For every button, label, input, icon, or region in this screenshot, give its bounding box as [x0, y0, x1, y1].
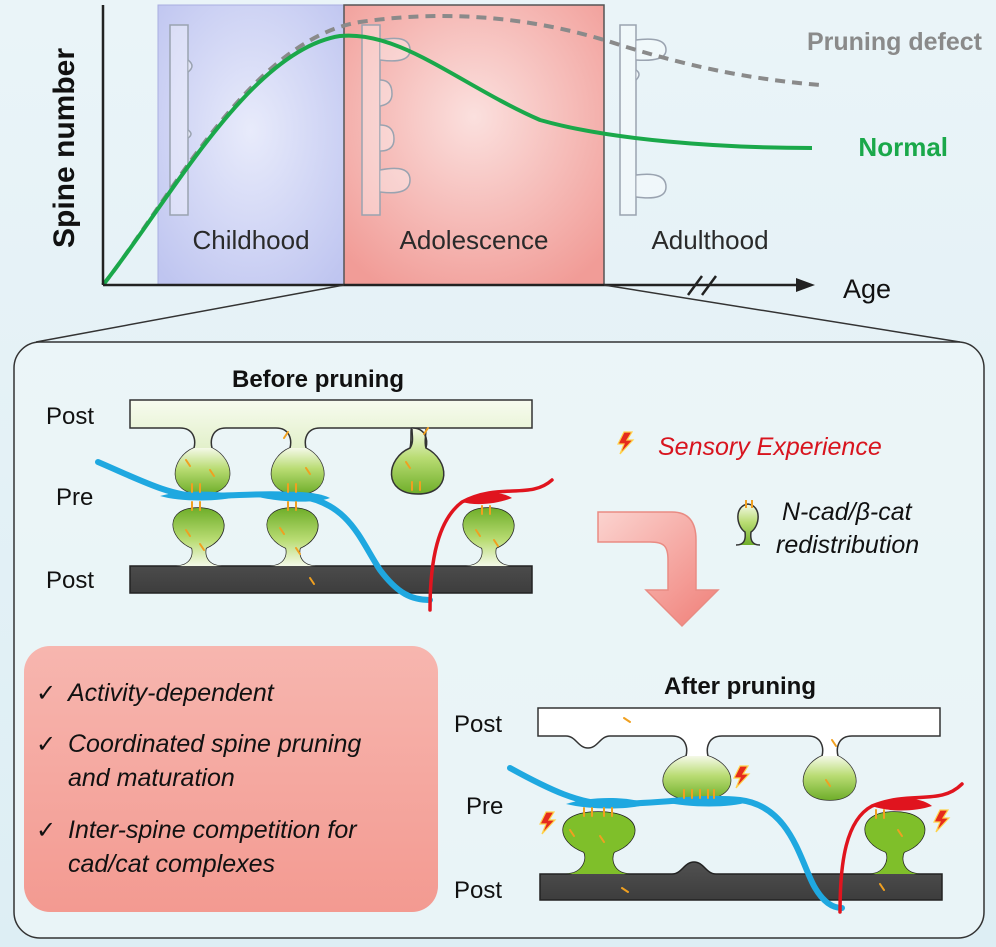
checklist-item-3-line-1: Inter-spine competition for: [68, 816, 358, 844]
y-axis-label: Spine number: [48, 48, 81, 248]
x-axis-label: Age: [843, 274, 891, 304]
normal-label: Normal: [858, 132, 948, 162]
stage-adulthood: Adulthood: [651, 225, 768, 255]
check-mark-icon: ✓: [36, 731, 56, 758]
spine-icon: [735, 503, 761, 546]
redistribution-legend: N-cad/β-cat redistribution: [735, 498, 919, 559]
before-top-spine-3: [390, 427, 445, 495]
pruning-defect-curve: [101, 14, 821, 287]
before-title: Before pruning: [232, 366, 404, 393]
checklist-item-2-line-2: and maturation: [68, 764, 235, 792]
checklist-item-2-line-1: Coordinated spine pruning: [68, 730, 361, 758]
after-cadherin-marks: [569, 717, 903, 893]
checklist-item-3-line-2: cad/cat complexes: [68, 850, 275, 878]
before-pre-label: Pre: [56, 484, 93, 511]
before-pruning: Before pruning Post Pre Post: [46, 366, 554, 612]
before-cadherin-marks: [185, 427, 499, 585]
check-mark-icon: ✓: [36, 817, 56, 844]
after-pruning: After pruning Post Pre Post: [454, 673, 964, 914]
redistribution-line-1: N-cad/β-cat: [782, 498, 913, 526]
before-post-top-label: Post: [46, 403, 94, 430]
x-axis-arrowhead: [796, 278, 815, 292]
check-mark-icon: ✓: [36, 680, 56, 707]
after-red-axon: [838, 782, 964, 914]
after-post-bottom-label: Post: [454, 877, 502, 904]
before-post-bottom-label: Post: [46, 567, 94, 594]
adolescence-region: [343, 4, 605, 286]
normal-curve: [101, 33, 813, 287]
checklist-item-1: Activity-dependent: [66, 679, 275, 707]
axis-break: [686, 275, 718, 296]
checklist-box: ✓ Activity-dependent ✓ Coordinated spine…: [24, 646, 438, 912]
dendrite-outlines: [169, 24, 667, 216]
redistribution-line-2: redistribution: [776, 531, 919, 559]
sensory-experience: Sensory Experience: [617, 431, 882, 461]
childhood-region: [157, 4, 345, 286]
sensory-experience-label: Sensory Experience: [658, 433, 882, 461]
stage-adolescence: Adolescence: [400, 225, 549, 255]
after-post-top-label: Post: [454, 711, 502, 738]
after-pre-label: Pre: [466, 793, 503, 820]
after-title: After pruning: [664, 673, 816, 700]
transition-arrow-icon: [597, 511, 720, 628]
top-graph: Spine number Age Childhood Adolescence A…: [48, 4, 983, 304]
zoom-lines: [35, 284, 961, 343]
stage-childhood: Childhood: [192, 225, 309, 255]
pruning-defect-label: Pruning defect: [807, 28, 983, 56]
